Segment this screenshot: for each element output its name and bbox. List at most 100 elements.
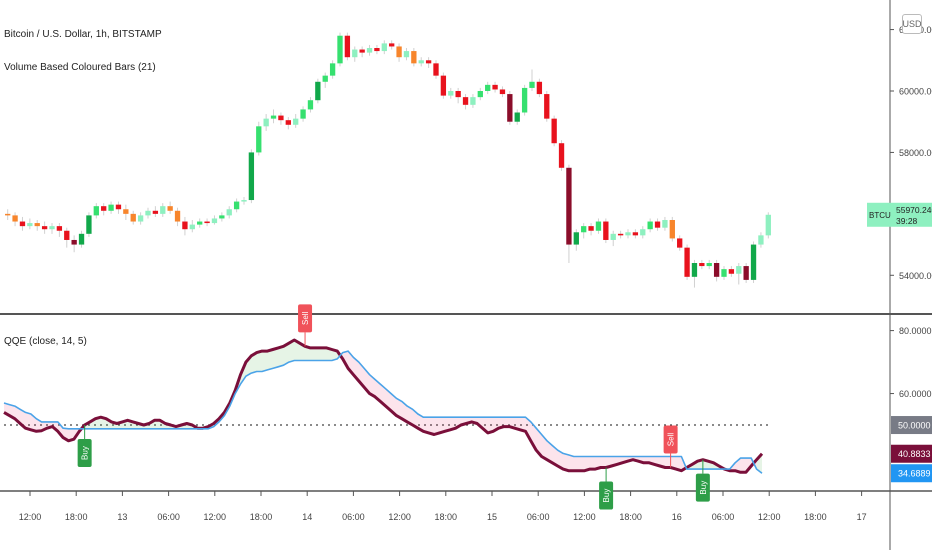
candle[interactable] [293,114,299,128]
candle[interactable] [691,259,698,288]
candle[interactable] [706,259,712,270]
candle[interactable] [49,223,55,234]
candle[interactable] [204,218,210,227]
candle[interactable] [337,32,343,67]
candle[interactable] [558,140,565,171]
qqe-pane[interactable] [3,338,770,474]
candle[interactable] [485,81,491,95]
candle[interactable] [440,72,447,99]
candle[interactable] [248,149,255,204]
candle[interactable] [285,117,291,130]
candle[interactable] [433,60,439,79]
candle[interactable] [728,266,735,277]
candle[interactable] [359,46,365,58]
candle[interactable] [462,94,469,110]
candle[interactable] [322,72,328,88]
candle[interactable] [78,230,85,248]
qqe-rsi-line[interactable] [3,338,764,474]
candle[interactable] [492,81,498,93]
candle[interactable] [197,218,203,228]
price-axis[interactable]: 62000.000060000.000058000.000056000.0000… [867,25,932,281]
candle[interactable] [669,216,675,242]
candle[interactable] [411,48,417,67]
candle[interactable] [581,223,587,239]
candle[interactable] [374,44,380,55]
candle[interactable] [160,203,166,217]
candle[interactable] [189,220,195,233]
candle[interactable] [263,114,269,131]
candle[interactable] [300,106,306,122]
candle[interactable] [632,229,639,239]
qqe-indicator-legend[interactable]: QQE (close, 14, 5) [4,336,87,347]
candle[interactable] [514,109,520,125]
candle[interactable] [455,87,461,104]
candle[interactable] [603,218,609,244]
candle[interactable] [765,212,771,239]
candle[interactable] [219,212,225,222]
candle[interactable] [448,87,454,99]
candle[interactable] [521,84,528,116]
candle[interactable] [167,201,173,214]
candle[interactable] [536,78,543,98]
candle[interactable] [174,207,181,227]
currency-badge[interactable]: USD [902,14,922,34]
time-axis[interactable]: 12:00 18:00 13 06:00 12:00 18:00 14 06:00 12:00 1… [19,491,867,522]
candle[interactable] [647,218,653,233]
candle[interactable] [233,198,240,213]
candle[interactable] [145,207,151,219]
candle[interactable] [662,216,668,231]
candle[interactable] [758,232,764,248]
qqe-signal-line[interactable] [3,350,763,474]
candle[interactable] [721,266,727,280]
candle[interactable] [115,201,122,214]
main-indicator-legend[interactable]: Volume Based Coloured Bars (21) [4,62,156,73]
candle[interactable] [418,57,424,67]
candle[interactable] [329,60,336,79]
candle[interactable] [389,40,395,50]
candle[interactable] [477,87,483,101]
candle[interactable] [241,196,247,205]
candle[interactable] [699,259,705,270]
price-pane[interactable] [5,32,771,288]
candle[interactable] [625,229,631,239]
candle[interactable] [226,206,232,219]
candle[interactable] [588,223,594,236]
candle[interactable] [736,263,742,285]
candle[interactable] [315,78,321,104]
candle[interactable] [71,235,77,253]
candle[interactable] [610,230,616,247]
candle[interactable] [595,218,602,234]
candle[interactable] [34,220,40,231]
candle[interactable] [713,259,720,282]
candle[interactable] [352,46,358,62]
candle[interactable] [123,204,129,220]
candle[interactable] [152,206,159,217]
candle[interactable] [551,115,557,147]
candle[interactable] [93,203,99,219]
candle[interactable] [677,235,683,251]
candle[interactable] [307,97,314,113]
candle[interactable] [64,227,70,248]
candle[interactable] [256,121,262,156]
candle[interactable] [403,48,410,61]
candle[interactable] [27,218,33,230]
candle[interactable] [278,112,284,125]
candle[interactable] [381,40,387,55]
candle[interactable] [130,210,136,225]
candle[interactable] [566,164,572,263]
candle[interactable] [640,226,646,239]
candle[interactable] [56,223,63,237]
symbol-title[interactable]: Bitcoin / U.S. Dollar, 1h, BITSTAMP [4,29,162,40]
candle[interactable] [182,216,188,236]
candle[interactable] [5,209,11,220]
candle[interactable] [499,86,506,98]
candle[interactable] [86,212,92,237]
candle[interactable] [108,201,114,214]
candle[interactable] [137,212,144,225]
candle[interactable] [743,263,749,283]
candle[interactable] [425,57,432,68]
candle[interactable] [41,221,48,234]
candle[interactable] [507,91,513,125]
candle[interactable] [12,212,18,227]
